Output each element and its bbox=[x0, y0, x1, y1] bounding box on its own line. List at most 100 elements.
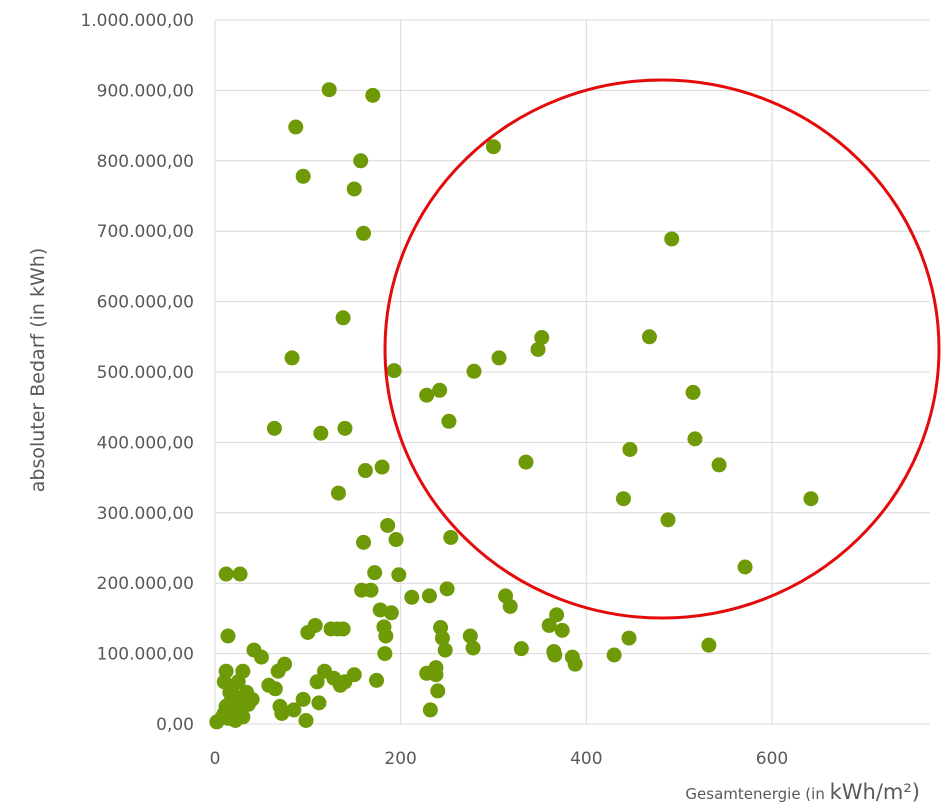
data-point bbox=[218, 566, 234, 582]
data-point bbox=[307, 617, 323, 633]
data-point bbox=[518, 454, 534, 470]
data-point bbox=[267, 681, 283, 697]
data-point bbox=[404, 589, 420, 605]
data-point bbox=[491, 350, 507, 366]
y-tick-label: 200.000,00 bbox=[97, 574, 194, 594]
data-points bbox=[209, 82, 819, 730]
data-point bbox=[346, 181, 362, 197]
data-point bbox=[567, 656, 583, 672]
data-point bbox=[685, 384, 701, 400]
data-point bbox=[803, 491, 819, 507]
data-point bbox=[388, 532, 404, 548]
data-point bbox=[737, 559, 753, 575]
data-point bbox=[428, 660, 444, 676]
data-point bbox=[485, 139, 501, 155]
data-point bbox=[284, 350, 300, 366]
data-point bbox=[374, 459, 390, 475]
y-tick-label: 900.000,00 bbox=[97, 81, 194, 101]
data-point bbox=[313, 425, 329, 441]
data-point bbox=[357, 463, 373, 479]
data-point bbox=[701, 637, 717, 653]
x-axis-title-prefix: Gesamtenergie (in bbox=[685, 785, 829, 803]
data-point bbox=[218, 663, 234, 679]
data-point bbox=[432, 382, 448, 398]
data-point bbox=[615, 491, 631, 507]
highlight-circle bbox=[383, 78, 941, 620]
data-point bbox=[419, 387, 435, 403]
data-point bbox=[330, 485, 346, 501]
data-point bbox=[335, 621, 351, 637]
x-tick-label: 0 bbox=[210, 749, 221, 769]
data-point bbox=[462, 628, 478, 644]
data-point bbox=[621, 630, 637, 646]
data-point bbox=[660, 512, 676, 528]
data-point bbox=[337, 420, 353, 436]
data-point bbox=[466, 363, 482, 379]
data-point bbox=[443, 529, 459, 545]
data-point bbox=[422, 702, 438, 718]
data-point bbox=[439, 581, 455, 597]
data-point bbox=[380, 517, 396, 533]
x-tick-label: 600 bbox=[756, 749, 788, 769]
y-tick-label: 0,00 bbox=[156, 715, 194, 735]
data-point bbox=[554, 622, 570, 638]
data-point bbox=[606, 647, 622, 663]
data-point bbox=[378, 628, 394, 644]
data-point bbox=[530, 341, 546, 357]
y-axis-tick-labels: 0,00 100.000,00 200.000,00 300.000,00 400.00… bbox=[80, 11, 194, 735]
data-point bbox=[230, 674, 246, 690]
data-point bbox=[430, 683, 446, 699]
data-point bbox=[220, 628, 236, 644]
data-point bbox=[383, 605, 399, 621]
data-point bbox=[298, 712, 314, 728]
y-tick-label: 500.000,00 bbox=[97, 363, 194, 383]
data-point bbox=[353, 153, 369, 169]
data-point bbox=[441, 413, 457, 429]
data-point bbox=[434, 630, 450, 646]
data-point bbox=[421, 588, 437, 604]
data-point bbox=[365, 87, 381, 103]
data-point bbox=[253, 649, 269, 665]
data-point bbox=[641, 329, 657, 345]
data-point bbox=[288, 119, 304, 135]
y-tick-label: 600.000,00 bbox=[97, 293, 194, 313]
data-point bbox=[235, 709, 251, 725]
data-point bbox=[386, 363, 402, 379]
y-tick-label: 800.000,00 bbox=[97, 152, 194, 172]
data-point bbox=[266, 420, 282, 436]
data-point bbox=[465, 640, 481, 656]
data-point bbox=[711, 457, 727, 473]
data-point bbox=[286, 702, 302, 718]
data-point bbox=[541, 617, 557, 633]
data-point bbox=[513, 641, 529, 657]
data-point bbox=[391, 567, 407, 583]
data-point bbox=[534, 330, 550, 346]
data-point bbox=[502, 598, 518, 614]
data-point bbox=[270, 663, 286, 679]
data-point bbox=[687, 431, 703, 447]
data-point bbox=[437, 642, 453, 658]
data-point bbox=[664, 231, 680, 247]
y-tick-label: 100.000,00 bbox=[97, 645, 194, 665]
data-point bbox=[295, 691, 311, 707]
data-point bbox=[321, 82, 337, 98]
data-point bbox=[346, 667, 362, 683]
data-point bbox=[244, 691, 260, 707]
data-point bbox=[356, 225, 372, 241]
data-point bbox=[356, 534, 372, 550]
y-axis-title: absoluter Bedarf (in kWh) bbox=[27, 248, 49, 493]
y-tick-label: 1.000.000,00 bbox=[80, 11, 194, 31]
data-point bbox=[311, 695, 327, 711]
x-tick-label: 400 bbox=[570, 749, 602, 769]
x-axis-title-unit: kWh/m²) bbox=[830, 780, 920, 804]
data-point bbox=[377, 646, 393, 662]
y-tick-label: 700.000,00 bbox=[97, 222, 194, 242]
data-point bbox=[232, 566, 248, 582]
data-point bbox=[363, 582, 379, 598]
data-point bbox=[335, 310, 351, 326]
x-tick-label: 200 bbox=[384, 749, 416, 769]
data-point bbox=[622, 441, 638, 457]
data-point bbox=[549, 607, 565, 623]
x-axis-title: Gesamtenergie (in kWh/m²) bbox=[685, 780, 920, 804]
